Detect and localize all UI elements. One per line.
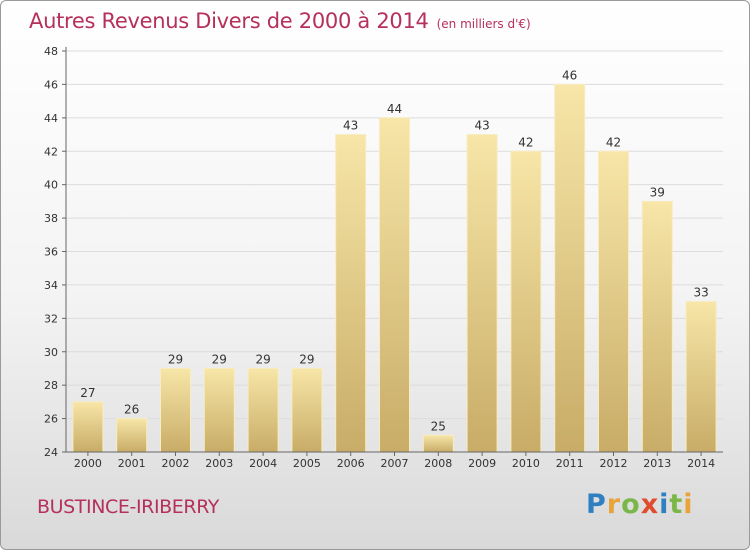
x-tick-label-2007: 2007: [381, 457, 409, 470]
value-label-2008: 25: [431, 419, 446, 433]
bar-2002: [160, 367, 191, 453]
y-tick-label: 48: [44, 45, 58, 58]
value-label-2010: 42: [518, 135, 533, 149]
value-label-2012: 42: [606, 135, 621, 149]
logo-letter: o: [621, 489, 641, 520]
y-tick-label: 46: [44, 78, 58, 91]
logo-letter: P: [586, 489, 607, 520]
value-label-2007: 44: [387, 102, 402, 116]
x-tick-label-2005: 2005: [293, 457, 321, 470]
value-label-2013: 39: [650, 185, 665, 199]
y-tick-label: 32: [44, 312, 58, 325]
y-tick-label: 40: [44, 179, 58, 192]
x-tick-label-2008: 2008: [424, 457, 452, 470]
bar-2004: [247, 367, 279, 453]
x-tick-label-2014: 2014: [687, 457, 715, 470]
y-tick-label: 38: [44, 212, 58, 225]
bar-2000: [72, 401, 104, 453]
axes: [62, 47, 723, 456]
bar-2008: [422, 434, 454, 453]
y-tick-label: 44: [44, 112, 58, 125]
logo-letter: t: [669, 489, 684, 520]
bar-2013: [641, 200, 673, 453]
bar-2003: [203, 367, 235, 453]
bars: [72, 83, 717, 453]
y-tick-label: 42: [44, 145, 58, 158]
value-label-2005: 29: [299, 352, 314, 366]
x-tick-label-2002: 2002: [162, 457, 190, 470]
bar-2014: [685, 301, 717, 453]
labels: 24 26 28 30 32 34 36 38 40 42 44 46 48 27 2000 26 2001 29…: [44, 45, 715, 470]
y-tick-label: 34: [44, 279, 58, 292]
value-label-2014: 33: [693, 286, 708, 300]
bar-2010: [510, 150, 542, 453]
chart-title-line: Autres Revenus Divers de 2000 à 2014 (en …: [29, 9, 531, 33]
x-tick-label-2006: 2006: [337, 457, 365, 470]
value-label-2004: 29: [255, 352, 270, 366]
bar-2011: [554, 83, 586, 453]
value-label-2002: 29: [168, 352, 183, 366]
bar-2009: [466, 134, 498, 453]
y-tick-label: 28: [44, 379, 58, 392]
x-tick-label-2003: 2003: [205, 457, 233, 470]
x-tick-label-2001: 2001: [118, 457, 146, 470]
y-tick-label: 36: [44, 246, 58, 259]
x-tick-label-2009: 2009: [468, 457, 496, 470]
x-tick-label-2004: 2004: [249, 457, 277, 470]
value-label-2001: 26: [124, 403, 139, 417]
logo-letter: i: [659, 489, 670, 520]
bar-2005: [291, 367, 323, 453]
y-tick-label: 26: [44, 413, 58, 426]
commune-name: BUSTINCE-IRIBERRY: [37, 496, 219, 518]
value-label-2011: 46: [562, 68, 577, 82]
bar-2001: [116, 418, 148, 453]
value-label-2006: 43: [343, 119, 358, 133]
proxiti-logo: Proxiti: [586, 489, 694, 520]
y-tick-label: 30: [44, 346, 58, 359]
x-tick-label-2011: 2011: [556, 457, 584, 470]
chart-title: Autres Revenus Divers de 2000 à 2014: [29, 9, 429, 33]
value-label-2009: 43: [474, 119, 489, 133]
x-tick-label-2013: 2013: [643, 457, 671, 470]
x-tick-label-2010: 2010: [512, 457, 540, 470]
bar-2006: [335, 134, 367, 453]
logo-letter: r: [606, 489, 622, 520]
logo-letter: x: [640, 489, 660, 520]
chart-subtitle: (en milliers d'€): [436, 17, 531, 31]
x-tick-label-2012: 2012: [600, 457, 628, 470]
logo-letter: i: [683, 489, 694, 520]
value-label-2000: 27: [80, 386, 95, 400]
value-label-2003: 29: [212, 352, 227, 366]
x-tick-label-2000: 2000: [74, 457, 102, 470]
y-tick-label: 24: [44, 446, 58, 459]
bar-2012: [598, 150, 629, 453]
bar-2007: [379, 117, 410, 453]
